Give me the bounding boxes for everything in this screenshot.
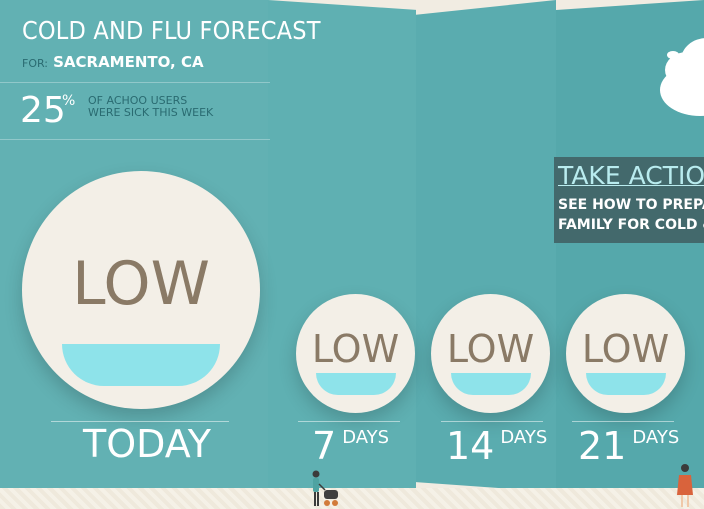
- 21-day-unit: DAYS: [632, 427, 680, 448]
- 14-day-level: LOW: [446, 327, 535, 371]
- person-with-stroller-icon: [312, 470, 338, 506]
- today-level: LOW: [72, 249, 210, 319]
- ground-strip: [0, 488, 704, 509]
- 7-day-number: 7: [312, 424, 337, 468]
- take-action-line-1: SEE HOW TO PREPAR: [558, 197, 704, 213]
- take-action-link[interactable]: TAKE ACTION: [558, 161, 704, 190]
- location: FOR: SACRAMENTO, CA: [22, 52, 204, 71]
- 7-day-label: 7 DAYS: [312, 424, 389, 468]
- child-figure-icon: [677, 464, 693, 507]
- wave-fill: [451, 373, 531, 395]
- wave-fill: [316, 373, 396, 395]
- 7-day-level-circle[interactable]: LOW: [296, 294, 415, 413]
- 21-day-level: LOW: [581, 327, 670, 371]
- location-label: FOR:: [22, 57, 48, 70]
- 7-day-level: LOW: [311, 327, 400, 371]
- 14-day-unit: DAYS: [500, 427, 548, 448]
- cloud-icon: [660, 38, 704, 116]
- take-action-banner[interactable]: TAKE ACTION SEE HOW TO PREPAR FAMILY FOR…: [554, 157, 704, 243]
- divider: [572, 421, 674, 422]
- 14-day-label: 14 DAYS: [446, 424, 547, 468]
- 14-day-level-circle[interactable]: LOW: [431, 294, 550, 413]
- wave-fill: [62, 344, 220, 386]
- panel-7-days: [268, 0, 416, 495]
- sick-percent-description: OF ACHOO USERS WERE SICK THIS WEEK: [88, 95, 213, 119]
- 21-day-number: 21: [578, 424, 627, 468]
- panel-14-days: [416, 0, 556, 492]
- 7-day-unit: DAYS: [342, 427, 390, 448]
- take-action-line-2: FAMILY FOR COLD & F: [558, 217, 704, 233]
- divider: [51, 421, 229, 422]
- stat-line-2: WERE SICK THIS WEEK: [88, 106, 214, 119]
- today-level-circle[interactable]: LOW: [22, 171, 260, 409]
- divider: [298, 421, 400, 422]
- today-label: TODAY: [83, 422, 211, 466]
- sick-percent-value: 25: [20, 90, 66, 131]
- wave-fill: [586, 373, 666, 395]
- divider: [0, 82, 270, 83]
- 21-day-label: 21 DAYS: [578, 424, 679, 468]
- take-action-text: SEE HOW TO PREPAR FAMILY FOR COLD & F: [558, 195, 704, 235]
- 14-day-number: 14: [446, 424, 495, 468]
- stat-line-1: OF ACHOO USERS: [88, 94, 188, 107]
- 21-day-level-circle[interactable]: LOW: [566, 294, 685, 413]
- divider: [0, 139, 270, 140]
- page-title: COLD AND FLU FORECAST: [22, 16, 321, 45]
- divider: [441, 421, 543, 422]
- sick-percent-unit: %: [62, 93, 76, 109]
- location-city[interactable]: SACRAMENTO, CA: [53, 53, 204, 71]
